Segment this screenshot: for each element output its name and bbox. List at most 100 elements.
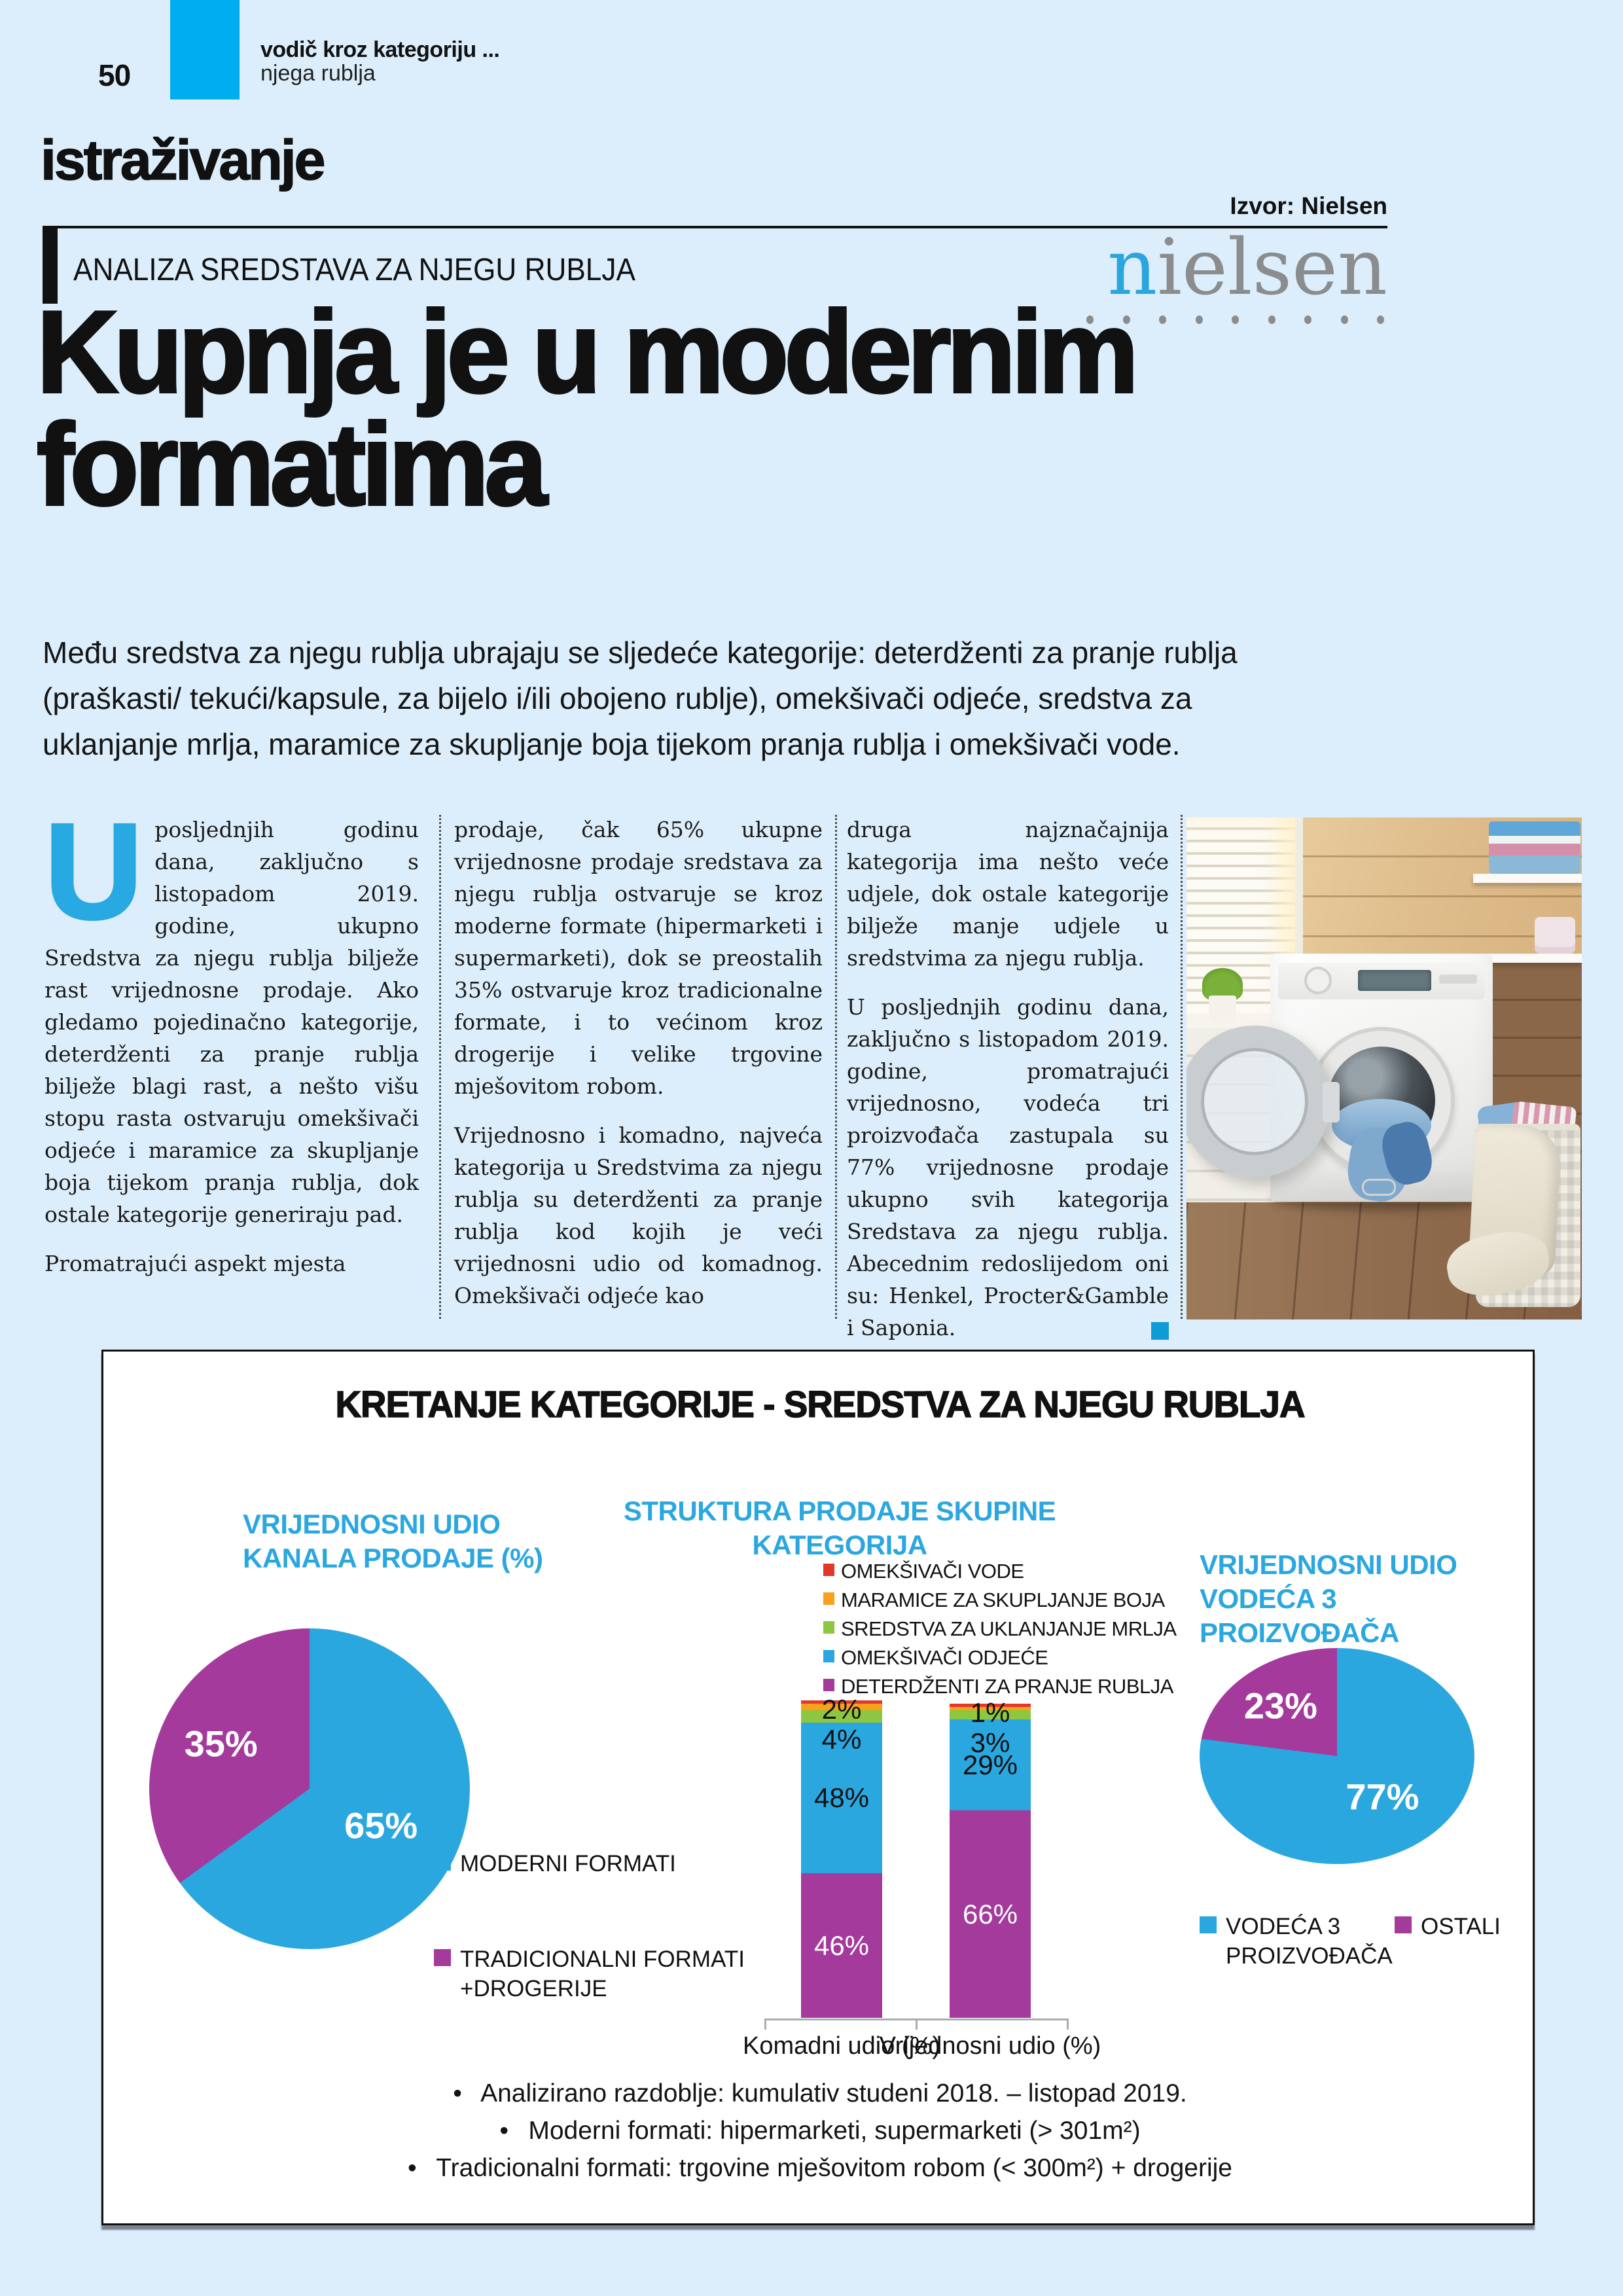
category-label: Komadni udio (%): [742, 2032, 941, 2060]
source-credit: Izvor: Nielsen: [1230, 192, 1387, 219]
top3-share-pie-title: PROIZVOĐAČA: [1200, 1617, 1399, 1648]
column-divider: [439, 815, 441, 1319]
nielsen-logo-rest: ielsen: [1157, 222, 1387, 312]
structure-chart-title: STRUKTURA PRODAJE SKUPINE: [623, 1496, 1056, 1526]
bar-value-label: 29%: [962, 1749, 1018, 1780]
article-title-line1: Kupnja je u modernim: [35, 287, 1140, 417]
body-column-3: druga najznačajnija kategorija ima nešto…: [847, 814, 1169, 1361]
channel-share-pie-title: KANALA PRODAJE (%): [243, 1543, 543, 1573]
channel-share-pie-legend-swatch: [434, 1854, 451, 1871]
chart-panel: KRETANJE KATEGORIJE - SREDSTVA ZA NJEGU …: [101, 1350, 1535, 2225]
structure-legend-label: DETERDŽENTI ZA PRANJE RUBLJA: [841, 1675, 1173, 1698]
article-title: Kupnja je u modernim formatima: [35, 287, 1140, 529]
nielsen-logo: nielsen: [1080, 228, 1387, 306]
top3-share-pie-legend-item: VODEĆA 3 PROIZVOĐAČA: [1200, 1912, 1393, 1971]
page-number: 50: [98, 58, 131, 92]
top3-share-pie-legend-swatch: [1200, 1916, 1217, 1933]
channel-share-pie: [149, 1628, 470, 1949]
top3-share-pie-legend-label: OSTALI: [1421, 1914, 1501, 1939]
laundry-room-photo: [1186, 817, 1582, 1319]
column-divider: [1181, 815, 1183, 1319]
logo-dot-icon: [1304, 315, 1311, 324]
machine-service-door: [1362, 1179, 1396, 1196]
logo-dot-icon: [1122, 315, 1130, 324]
chart-footnote: • Analizirano razdoblje: kumulativ stude…: [453, 2079, 1187, 2108]
structure-legend-swatch: [823, 1650, 834, 1662]
bar-value-label: 1%: [970, 1697, 1010, 1728]
article-title-line2: formatima: [35, 399, 548, 529]
machine-buttons: [1439, 975, 1477, 984]
channel-share-pie-value-label: 35%: [184, 1723, 258, 1765]
top3-share-pie-legend-item: OSTALI: [1395, 1912, 1501, 1941]
structure-legend-swatch: [823, 1592, 834, 1605]
bar-segment: [950, 1710, 1031, 1719]
top3-share-pie-title: VRIJEDNOSNI UDIO: [1200, 1549, 1457, 1580]
bar-value-label: 3%: [970, 1727, 1010, 1758]
channel-share-pie-title: VRIJEDNOSNI UDIO: [243, 1509, 501, 1539]
drop-cap: U: [43, 796, 144, 948]
top3-share-pie-value-label: 77%: [1346, 1776, 1419, 1818]
bar-value-label: 48%: [813, 1782, 870, 1813]
structure-legend-swatch: [823, 1621, 834, 1634]
column-divider: [835, 815, 837, 1319]
structure-legend-label: MARAMICE ZA SKUPLJANJE BOJA: [841, 1588, 1165, 1611]
chart-footnote: • Tradicionalni formati: trgovine mješov…: [408, 2154, 1232, 2182]
channel-share-pie-value-label: 65%: [344, 1804, 418, 1846]
nielsen-logo-initial: n: [1107, 222, 1158, 312]
category-label: Vrijednosni udio (%): [879, 2032, 1101, 2060]
channel-share-pie-legend-item: MODERNI FORMATI: [434, 1849, 676, 1878]
lead-line: Među sredstva za njegu rublja ubrajaju s…: [43, 636, 1238, 670]
bar-value-label: 4%: [821, 1724, 862, 1755]
body-column-2: prodaje, čak 65% ukupne vrijednosne prod…: [454, 814, 823, 1329]
plant-icon: [1202, 968, 1243, 1001]
machine-knob: [1304, 967, 1332, 994]
plant-pot: [1209, 996, 1236, 1023]
bar-segment: [801, 1722, 882, 1874]
axis-tick: [764, 2018, 766, 2030]
brand-blue-square: [170, 0, 240, 99]
header-rule: [43, 226, 1387, 228]
wall-shelf: [1473, 954, 1582, 963]
axis-tick: [916, 2018, 918, 2030]
bar-value-label: 2%: [821, 1694, 862, 1725]
article-lead: Među sredstva za njegu rublja ubrajaju s…: [43, 630, 1238, 767]
logo-dot-icon: [1159, 315, 1166, 324]
logo-dot-icon: [1268, 315, 1275, 324]
top3-share-pie: [1200, 1648, 1474, 1864]
logo-dot-icon: [1232, 315, 1239, 324]
article-eyebrow: ANALIZA SREDSTAVA ZA NJEGU RUBLJA: [73, 253, 635, 287]
logo-dot-icon: [1340, 315, 1348, 324]
lead-line: uklanjanje mrlja, maramice za skupljanje…: [43, 727, 1181, 761]
channel-share-pie-legend-item: TRADICIONALNI FORMATI +DROGERIJE: [434, 1945, 745, 2003]
structure-legend-label: OMEKŠIVAČI ODJEĆE: [841, 1646, 1048, 1669]
channel-share-pie-legend-label: MODERNI FORMATI: [460, 1851, 676, 1876]
structure-legend-label: OMEKŠIVAČI VODE: [841, 1560, 1024, 1583]
logo-dot-icon: [1195, 315, 1203, 324]
channel-share-pie-legend-label: TRADICIONALNI FORMATI +DROGERIJE: [460, 1946, 745, 2001]
top3-share-pie-legend-swatch: [1395, 1916, 1412, 1933]
logo-dot-icon: [1377, 315, 1384, 324]
structure-legend-swatch: [823, 1564, 834, 1576]
machine-display: [1358, 970, 1431, 991]
section-title: istraživanje: [40, 128, 326, 192]
bar-segment: [950, 1810, 1031, 2018]
top3-share-pie-legend-label: VODEĆA 3 PROIZVOĐAČA: [1226, 1914, 1393, 1969]
structure-legend-swatch: [823, 1679, 834, 1691]
bar-segment: [801, 1873, 882, 2018]
door-hinge: [1323, 1082, 1340, 1122]
top3-share-pie-value-label: 23%: [1243, 1685, 1317, 1727]
structure-chart-title: KATEGORIJA: [752, 1530, 927, 1560]
bar-segment: [801, 1700, 882, 1704]
structure-legend-label: SREDSTVA ZA UKLANJANJE MRLJA: [841, 1617, 1177, 1640]
body-paragraph: druga najznačajnija kategorija ima nešto…: [847, 817, 1169, 971]
axis-tick: [1067, 2018, 1069, 2030]
kicker-line-light: njega rublja: [260, 61, 376, 86]
body-paragraph: U posljednjih godinu dana, zaključno s l…: [847, 994, 1169, 1340]
body-paragraph: Vrijednosno i komadno, najveća kategorij…: [454, 1122, 823, 1308]
chart-footnote: • Moderni formati: hipermarketi, superma…: [499, 2117, 1141, 2145]
bar-value-label: 66%: [962, 1898, 1018, 1929]
end-of-article-marker: [1151, 1322, 1169, 1340]
